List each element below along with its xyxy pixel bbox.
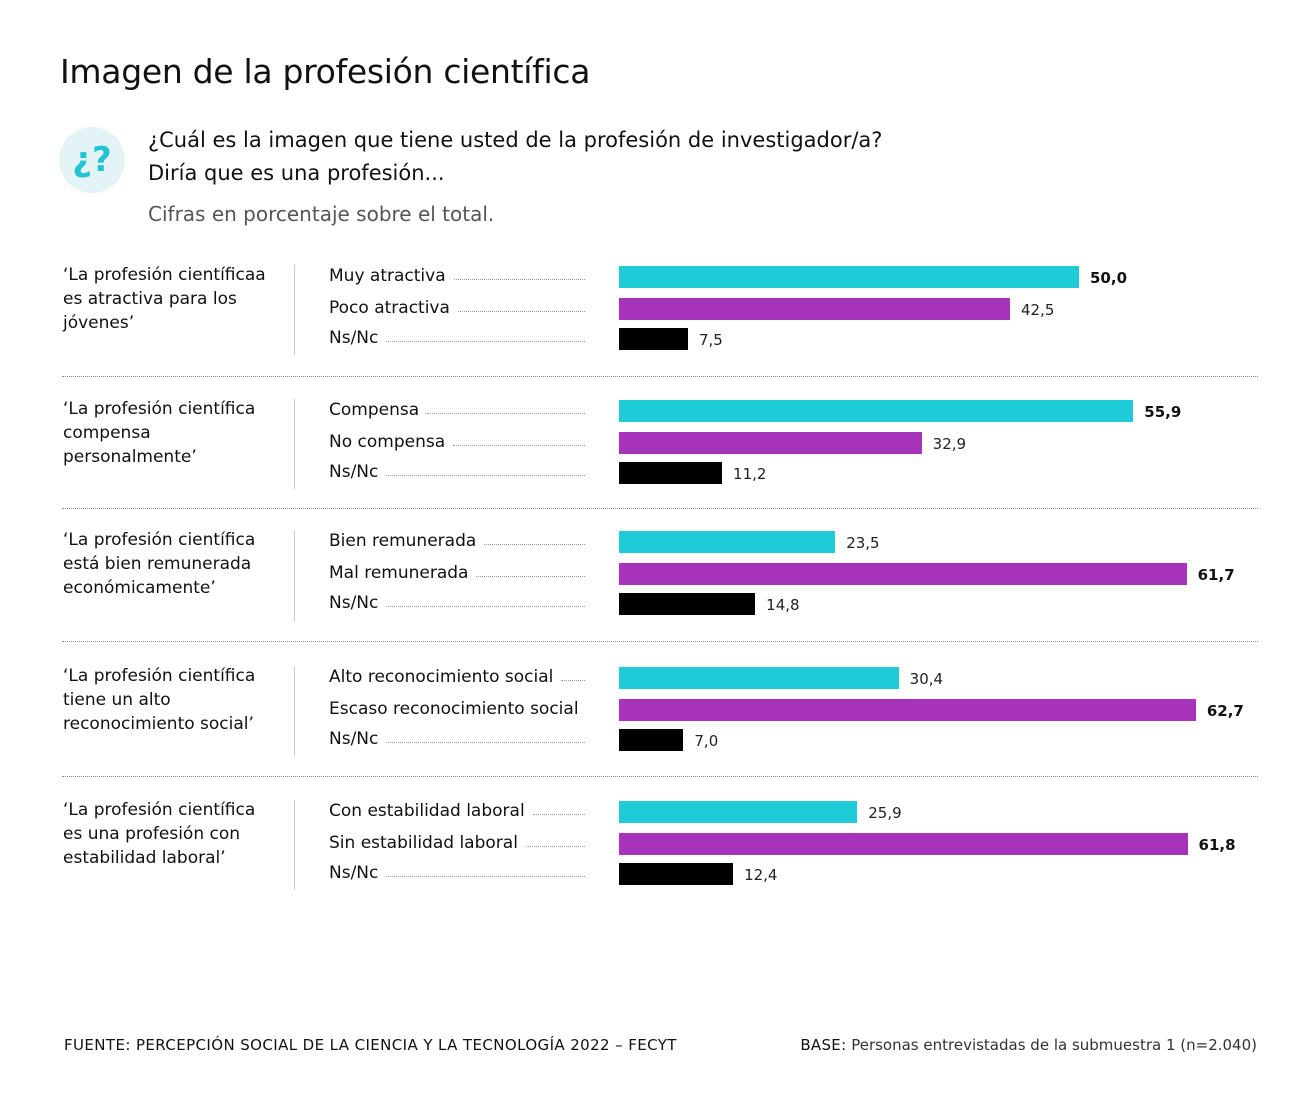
category-label-text: No compensa — [329, 432, 446, 452]
category-label-text: Ns/Nc — [329, 328, 379, 348]
leader-dots — [484, 543, 585, 545]
bar — [619, 563, 1187, 585]
category-label-text: Mal remunerada — [329, 563, 469, 583]
value-label: 50,0 — [1090, 269, 1128, 287]
category-label: Bien remunerada — [329, 530, 585, 552]
leader-dots — [386, 741, 585, 743]
footer-base-label: BASE: — [800, 1036, 847, 1054]
category-label: Ns/Nc — [329, 728, 585, 750]
question-line-1: ¿Cuál es la imagen que tiene usted de la… — [148, 128, 883, 152]
question-icon: ¿? — [59, 127, 125, 193]
value-label: 12,4 — [744, 866, 778, 884]
group-separator — [62, 376, 1258, 377]
category-label: Alto reconocimiento social — [329, 666, 585, 688]
bar — [619, 699, 1196, 721]
category-label: Ns/Nc — [329, 862, 585, 884]
group-divider — [294, 800, 295, 890]
group-divider — [294, 399, 295, 489]
category-label-text: Ns/Nc — [329, 863, 379, 883]
leader-dots — [525, 845, 585, 847]
category-label: Con estabilidad laboral — [329, 800, 585, 822]
leader-dots — [453, 278, 585, 280]
bar — [619, 593, 756, 615]
page-title: Imagen de la profesión científica — [60, 52, 591, 91]
group-separator — [62, 641, 1258, 642]
category-label: Ns/Nc — [329, 592, 585, 614]
category-label-text: Muy atractiva — [329, 266, 446, 286]
leader-dots — [386, 474, 585, 476]
value-label: 30,4 — [909, 670, 944, 688]
category-label: Ns/Nc — [329, 327, 585, 349]
leader-dots — [427, 412, 585, 414]
value-label: 62,7 — [1206, 702, 1244, 720]
value-label: 61,7 — [1197, 566, 1235, 584]
value-label: 14,8 — [766, 596, 800, 614]
bar — [619, 833, 1188, 855]
bar — [619, 729, 684, 751]
group-label: ‘La profesión científicaa es atractiva p… — [63, 265, 266, 333]
bar — [619, 863, 734, 885]
bar — [619, 298, 1010, 320]
bar — [619, 667, 899, 689]
value-label: 7,0 — [694, 732, 719, 750]
category-label: Compensa — [329, 399, 585, 421]
group-divider — [294, 530, 295, 622]
group-divider — [294, 265, 295, 355]
category-label-text: Ns/Nc — [329, 729, 379, 749]
leader-dots — [386, 340, 585, 342]
group-label: ‘La profesión científica compensa person… — [63, 399, 256, 467]
category-label: Mal remunerada — [329, 562, 585, 584]
footer-source: FUENTE: PERCEPCIÓN SOCIAL DE LA CIENCIA … — [64, 1036, 677, 1054]
category-label-text: Escaso reconocimiento social — [329, 699, 579, 719]
category-label-text: Alto reconocimiento social — [329, 667, 554, 687]
subtitle: Cifras en porcentaje sobre el total. — [148, 202, 495, 226]
footer-base: BASE: Personas entrevistadas de la submu… — [800, 1036, 1257, 1054]
category-label-text: Poco atractiva — [329, 298, 450, 318]
category-label: Poco atractiva — [329, 297, 585, 319]
value-label: 32,9 — [932, 435, 967, 453]
bar — [619, 801, 858, 823]
leader-dots — [561, 679, 585, 681]
category-label: Muy atractiva — [329, 265, 585, 287]
value-label: 23,5 — [846, 534, 880, 552]
bar — [619, 328, 688, 350]
leader-dots — [457, 310, 585, 312]
group-divider — [294, 666, 295, 756]
group-label: ‘La profesión científica tiene un alto r… — [63, 666, 256, 734]
leader-dots — [453, 444, 585, 446]
question-text: ¿Cuál es la imagen que tiene usted de la… — [148, 124, 882, 190]
category-label-text: Ns/Nc — [329, 462, 379, 482]
category-label-text: Ns/Nc — [329, 593, 379, 613]
group-label: ‘La profesión científica está bien remun… — [63, 530, 256, 598]
leader-dots — [532, 813, 585, 815]
group-label: ‘La profesión científica es una profesió… — [63, 800, 256, 868]
category-label: Escaso reconocimiento social — [329, 698, 585, 720]
group-separator — [62, 776, 1258, 777]
category-label-text: Sin estabilidad laboral — [329, 833, 518, 853]
value-label: 61,8 — [1198, 836, 1236, 854]
value-label: 25,9 — [868, 804, 902, 822]
category-label: Ns/Nc — [329, 461, 585, 483]
leader-dots — [386, 875, 585, 877]
bar — [619, 432, 922, 454]
category-label: Sin estabilidad laboral — [329, 832, 585, 854]
category-label: No compensa — [329, 431, 585, 453]
value-label: 55,9 — [1144, 403, 1182, 421]
value-label: 11,2 — [733, 465, 767, 483]
group-separator — [62, 508, 1258, 509]
category-label-text: Compensa — [329, 400, 420, 420]
bar — [619, 400, 1134, 422]
category-label-text: Bien remunerada — [329, 531, 477, 551]
leader-dots — [386, 605, 585, 607]
value-label: 42,5 — [1021, 301, 1055, 319]
category-label-text: Con estabilidad laboral — [329, 801, 525, 821]
value-label: 7,5 — [699, 331, 723, 349]
footer-base-text: Personas entrevistadas de la submuestra … — [846, 1036, 1257, 1054]
bar — [619, 462, 723, 484]
bar — [619, 531, 836, 553]
bar — [619, 266, 1079, 288]
leader-dots — [476, 575, 585, 577]
question-line-2: Diría que es una profesión... — [148, 161, 445, 185]
